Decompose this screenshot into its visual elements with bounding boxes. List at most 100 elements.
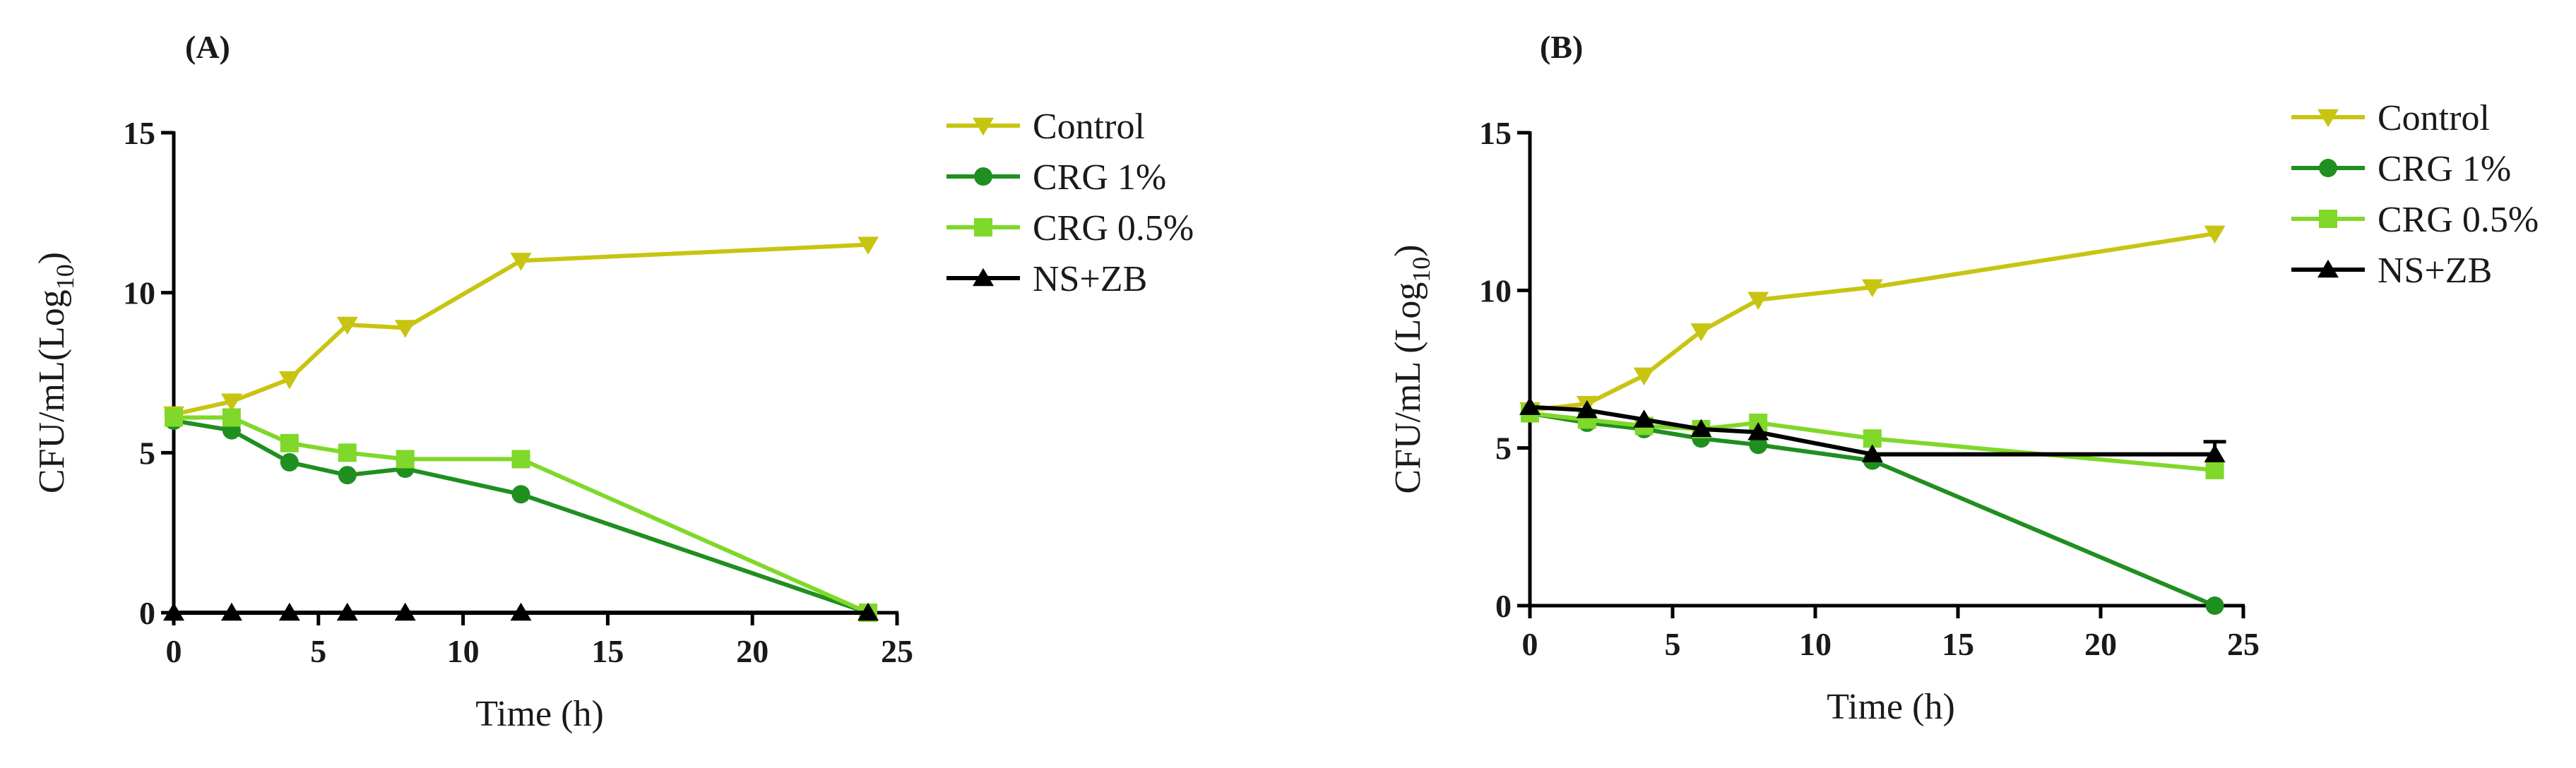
y-tick-label: 15 [1479, 115, 1512, 151]
data-point [1633, 409, 1655, 428]
data-point [278, 371, 300, 390]
legend-label: Control [1033, 107, 1145, 147]
legend-marker [2317, 259, 2339, 278]
data-point [857, 602, 879, 621]
panel-label: (A) [185, 29, 230, 65]
series-crg-1 [165, 412, 878, 622]
y-tick-label: 5 [1495, 431, 1512, 467]
series-ns-zb [163, 602, 879, 621]
panel-label: (B) [1540, 29, 1583, 65]
y-tick-label: 5 [139, 435, 155, 471]
data-point [1576, 400, 1598, 419]
data-point [1861, 444, 1883, 462]
x-tick-label: 20 [2084, 626, 2117, 662]
legend-item-crg-0-5: CRG 0.5% [946, 208, 1194, 248]
data-point [2205, 460, 2224, 479]
y-axis-title-subscript: 10 [51, 264, 79, 289]
legend-marker [2319, 210, 2337, 228]
x-axis-title: Time (h) [475, 694, 604, 734]
data-point [2205, 596, 2224, 615]
y-tick-label: 15 [123, 115, 155, 151]
data-point [338, 466, 357, 485]
data-point [511, 485, 530, 504]
x-tick-label: 0 [166, 633, 182, 669]
x-tick-label: 25 [2227, 626, 2260, 662]
data-point [2204, 444, 2226, 462]
legend-marker [973, 117, 994, 136]
legend-label: CRG 1% [2378, 149, 2511, 189]
series-line [173, 419, 869, 615]
data-point [280, 452, 299, 472]
legend-item-control: Control [2291, 98, 2490, 138]
data-point [1633, 367, 1655, 386]
series-control [1519, 225, 2226, 421]
data-point [857, 236, 879, 255]
y-axis-title-close: ) [1388, 244, 1428, 256]
data-point [336, 316, 358, 335]
legend-item-crg-1: CRG 1% [946, 157, 1166, 198]
x-axis-title: Time (h) [1827, 687, 1955, 727]
data-point [1690, 323, 1712, 342]
legend-label: NS+ZB [2378, 251, 2492, 291]
y-tick-label: 0 [139, 595, 155, 631]
y-axis-title-main: CFU/mL(Log [32, 289, 72, 493]
data-point [396, 450, 415, 469]
legend-item-crg-0-5: CRG 0.5% [2291, 200, 2539, 240]
series-line [174, 415, 869, 615]
data-point [1519, 397, 1541, 415]
legend-marker [973, 268, 994, 287]
legend-item-ns-zb: NS+ZB [946, 259, 1147, 299]
y-tick-label: 10 [1479, 272, 1512, 308]
data-point [1747, 422, 1769, 440]
x-tick-label: 10 [447, 633, 480, 669]
x-tick-label: 5 [1665, 626, 1681, 662]
legend-item-ns-zb: NS+ZB [2291, 251, 2492, 291]
y-tick-label: 0 [1495, 588, 1512, 624]
data-point [220, 602, 242, 621]
data-point [336, 602, 358, 621]
x-tick-label: 10 [1799, 626, 1832, 662]
x-tick-label: 15 [591, 633, 624, 669]
data-point [1747, 292, 1769, 310]
data-point [394, 602, 416, 621]
data-point [220, 393, 242, 412]
x-tick-label: 25 [881, 633, 913, 669]
data-point [2204, 225, 2226, 244]
x-tick-label: 20 [736, 633, 768, 669]
legend-item-control: Control [946, 107, 1145, 147]
legend-marker [2317, 109, 2339, 128]
data-point [1690, 419, 1712, 438]
data-point [1861, 279, 1883, 298]
legend-marker [974, 167, 992, 186]
series-control [163, 236, 879, 425]
legend-label: NS+ZB [1033, 259, 1147, 299]
data-point [278, 602, 300, 621]
legend-label: CRG 0.5% [2378, 200, 2539, 240]
data-point [222, 408, 241, 427]
series-ns-zb [1519, 397, 2226, 462]
legend-label: CRG 0.5% [1033, 208, 1194, 248]
legend-label: Control [2378, 98, 2490, 138]
data-point [163, 602, 184, 621]
data-point [511, 450, 530, 469]
x-tick-label: 0 [1522, 626, 1538, 662]
y-tick-label: 10 [123, 275, 155, 311]
data-point [165, 408, 183, 427]
y-axis-title-close: ) [32, 252, 72, 264]
x-tick-label: 15 [1942, 626, 1974, 662]
series-line [1529, 231, 2216, 413]
legend-marker [2319, 159, 2337, 177]
data-point [394, 320, 416, 338]
legend-label: CRG 1% [1033, 157, 1166, 198]
legend-item-crg-1: CRG 1% [2291, 149, 2511, 189]
data-point [510, 602, 532, 621]
series-crg-0-5 [165, 408, 878, 622]
y-axis-title-subscript: 10 [1407, 257, 1435, 282]
data-point [1749, 436, 1768, 455]
x-tick-label: 5 [310, 633, 326, 669]
data-point [510, 253, 532, 271]
legend-marker [974, 218, 992, 236]
